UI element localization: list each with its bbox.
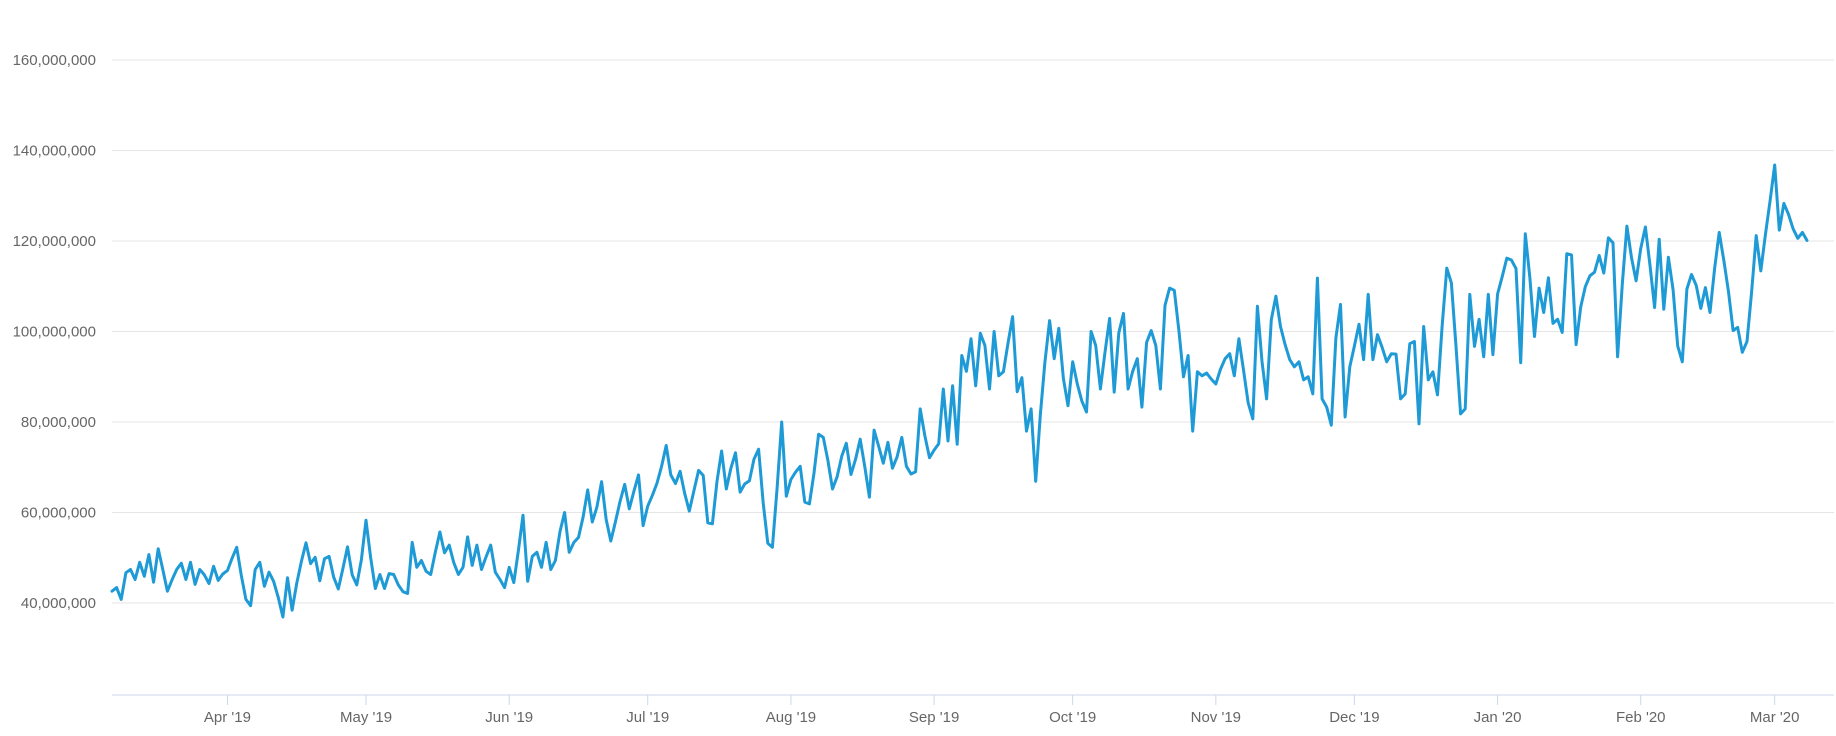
y-axis-label: 160,000,000 [13,52,96,69]
x-axis-label: Jul '19 [626,709,669,726]
y-axis-label: 140,000,000 [13,143,96,160]
x-axis-label: Jan '20 [1474,709,1522,726]
x-axis-label: Apr '19 [204,709,251,726]
x-axis-label: May '19 [340,709,392,726]
x-axis-label: Aug '19 [766,709,816,726]
y-axis-label: 100,000,000 [13,324,96,341]
x-axis-label: Dec '19 [1329,709,1379,726]
y-axis-label: 40,000,000 [21,595,96,612]
x-axis-label: Nov '19 [1191,709,1241,726]
x-axis-label: Oct '19 [1049,709,1096,726]
y-axis-label: 120,000,000 [13,233,96,250]
y-axis-label: 60,000,000 [21,505,96,522]
x-axis-label: Mar '20 [1750,709,1800,726]
x-axis-label: Sep '19 [909,709,959,726]
x-axis-label: Jun '19 [485,709,533,726]
x-axis-label: Feb '20 [1616,709,1666,726]
y-axis-label: 80,000,000 [21,414,96,431]
series-line[interactable] [110,163,1809,619]
